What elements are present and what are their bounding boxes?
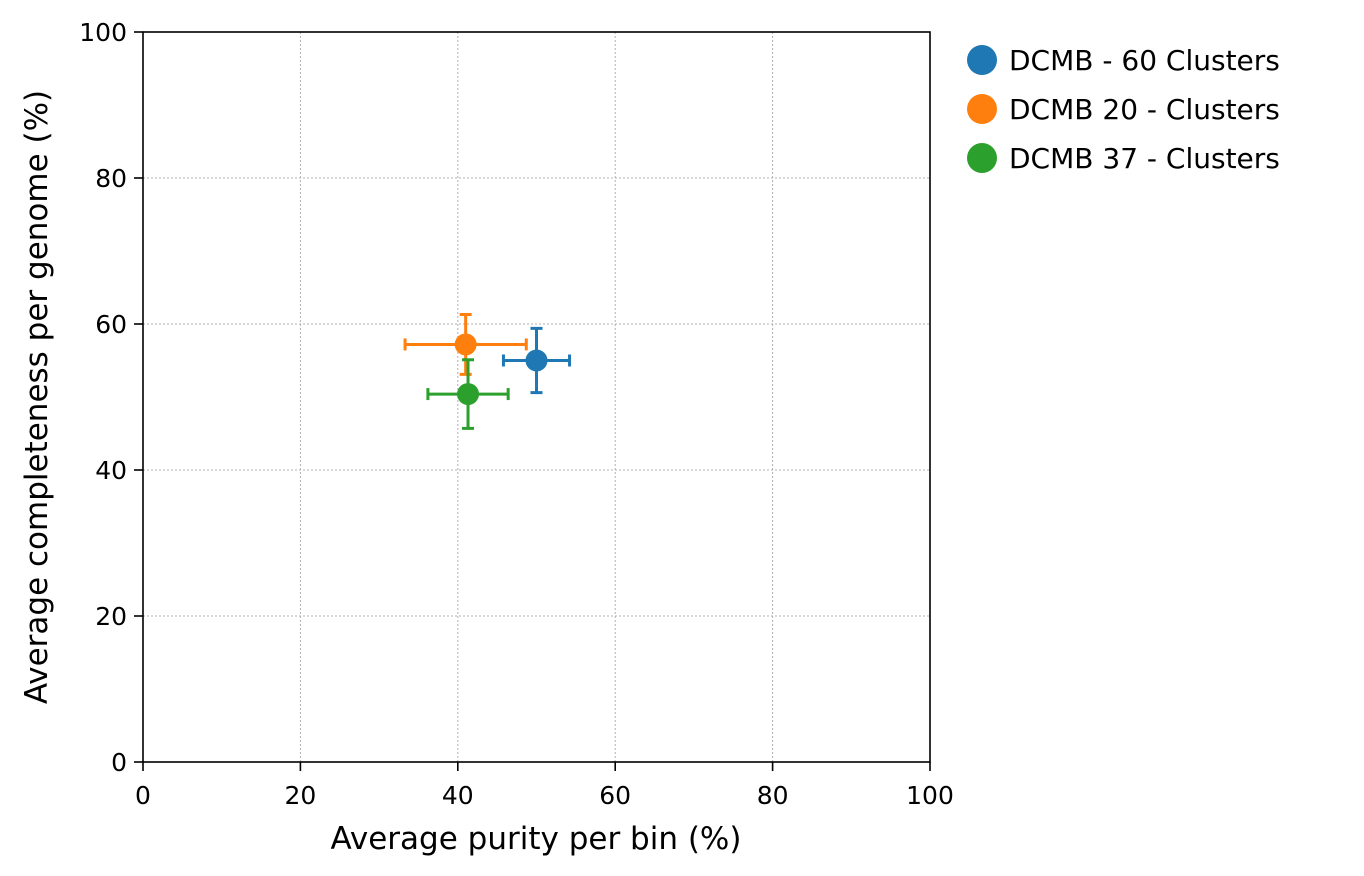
legend: DCMB - 60 Clusters DCMB 20 - Clusters DCMB… <box>967 44 1280 175</box>
legend-marker <box>967 94 997 124</box>
x-tick-label: 40 <box>442 781 474 810</box>
legend-label: DCMB - 60 Clusters <box>1009 44 1280 77</box>
y-tick-label: 60 <box>95 310 127 339</box>
legend-marker <box>967 45 997 75</box>
axis-ticks: 0 20 40 60 80 100 0 20 40 60 80 100 <box>79 18 954 810</box>
x-tick-label: 60 <box>599 781 631 810</box>
y-axis-label: Average completeness per genome (%) <box>19 90 55 704</box>
data-series <box>403 313 572 430</box>
series-0 <box>501 326 572 395</box>
data-point <box>525 349 548 372</box>
grid <box>143 32 930 762</box>
y-tick-label: 20 <box>95 602 127 631</box>
series-1 <box>403 313 528 376</box>
y-tick-label: 40 <box>95 456 127 485</box>
plot-frame <box>142 31 931 763</box>
x-tick-label: 20 <box>284 781 316 810</box>
legend-marker <box>967 143 997 173</box>
y-tick-label: 100 <box>79 18 127 47</box>
series-2 <box>426 358 510 430</box>
x-axis-label: Average purity per bin (%) <box>331 821 742 857</box>
data-point <box>454 333 477 356</box>
x-tick-label: 100 <box>906 781 954 810</box>
x-tick-label: 80 <box>757 781 789 810</box>
y-tick-label: 0 <box>111 748 127 777</box>
data-point <box>457 383 480 406</box>
legend-label: DCMB 20 - Clusters <box>1009 93 1280 126</box>
legend-label: DCMB 37 - Clusters <box>1009 142 1280 175</box>
y-tick-label: 80 <box>95 164 127 193</box>
x-tick-label: 0 <box>135 781 151 810</box>
